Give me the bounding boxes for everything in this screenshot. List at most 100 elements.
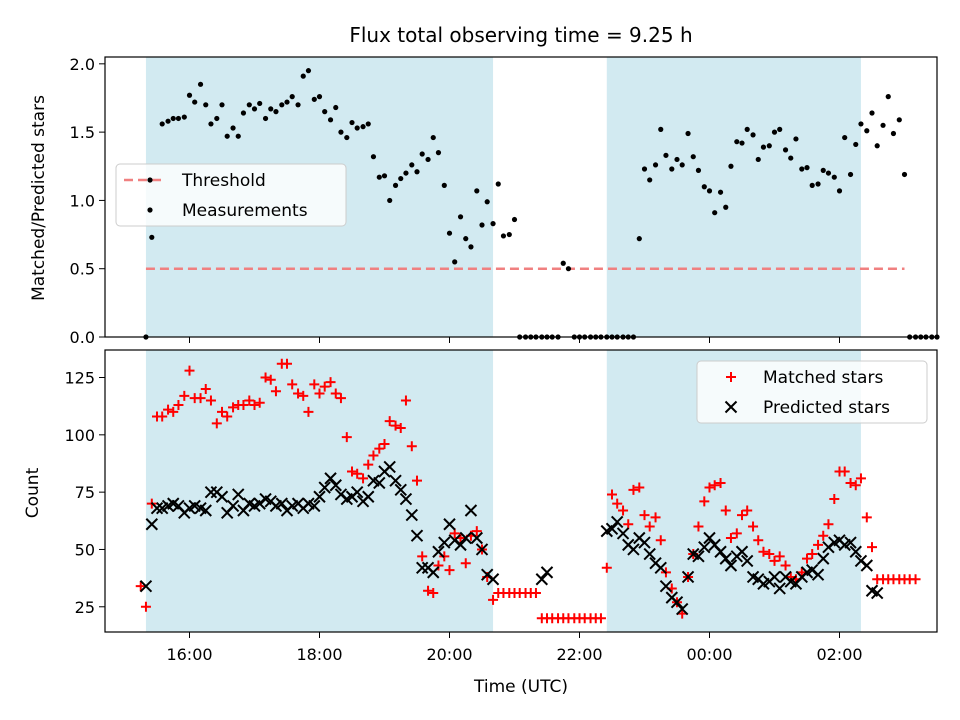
data-point — [706, 188, 713, 194]
legend-label: Predicted stars — [763, 398, 890, 418]
data-point — [309, 379, 320, 390]
data-point — [495, 181, 501, 187]
data-point — [452, 259, 458, 265]
data-point — [163, 404, 174, 415]
data-point — [410, 529, 424, 542]
data-point — [885, 94, 891, 100]
data-point — [692, 550, 705, 563]
legend-box — [696, 360, 928, 424]
y-tick-label: 1.0 — [70, 191, 95, 210]
x-tick-label: 20:00 — [426, 645, 472, 664]
data-point — [685, 130, 691, 137]
data-point — [714, 545, 727, 558]
top-axes: 0.0 0.5 1.0 1.5 2.0 Threshold Measurements — [70, 55, 940, 347]
data-point — [197, 81, 204, 87]
data-point — [601, 562, 612, 573]
data-point — [260, 372, 271, 383]
data-point — [347, 466, 357, 477]
data-point — [728, 163, 734, 169]
data-point — [744, 126, 750, 132]
data-point — [695, 167, 702, 173]
y-tick-label: 0.5 — [70, 260, 95, 279]
data-point — [257, 100, 263, 107]
data-point — [298, 390, 309, 401]
data-point — [847, 171, 854, 178]
data-point — [362, 490, 375, 503]
data-point — [149, 234, 155, 240]
data-point — [890, 130, 897, 137]
data-point — [628, 484, 639, 495]
data-point — [616, 527, 630, 540]
data-point — [818, 530, 829, 541]
data-point — [333, 104, 339, 111]
data-point — [140, 601, 151, 612]
data-point — [311, 96, 317, 102]
bottom-axes: 25 50 75 100 125 16:00 18:00 20:00 22:00 00:00 02:… — [64, 349, 938, 664]
data-point — [354, 125, 360, 131]
data-point — [740, 554, 754, 568]
data-point — [417, 551, 428, 562]
data-point — [262, 115, 269, 122]
data-point — [195, 393, 206, 404]
data-point — [769, 555, 780, 566]
data-point — [618, 505, 629, 516]
data-point — [370, 154, 377, 160]
data-point — [139, 579, 153, 593]
data-point — [184, 365, 195, 376]
data-point — [560, 260, 566, 266]
data-point — [750, 132, 756, 138]
data-point — [681, 570, 695, 584]
data-point — [390, 420, 401, 431]
data-point — [610, 515, 624, 529]
data-point — [383, 460, 396, 474]
data-point — [641, 166, 648, 172]
data-point — [295, 102, 301, 108]
data-point — [654, 561, 667, 575]
data-point — [238, 400, 249, 411]
data-point — [699, 496, 710, 507]
data-point — [203, 102, 209, 108]
data-point — [287, 379, 298, 390]
data-point — [659, 579, 673, 593]
data-point — [179, 390, 190, 401]
data-point — [643, 547, 656, 561]
data-point — [623, 519, 634, 530]
data-point — [774, 551, 785, 562]
data-point — [350, 485, 364, 499]
x-axis-label: Time (UTC) — [473, 677, 568, 697]
data-point — [329, 479, 342, 492]
data-point — [703, 531, 716, 545]
x-tick-label: 00:00 — [686, 645, 732, 664]
data-point — [719, 552, 732, 565]
data-point — [175, 115, 182, 122]
data-point — [244, 395, 255, 406]
data-point — [650, 512, 661, 523]
data-point — [409, 162, 415, 168]
data-point — [365, 121, 371, 127]
data-point — [771, 129, 778, 135]
data-point — [284, 99, 290, 105]
y-tick-label: 1.5 — [70, 123, 95, 142]
data-point — [173, 400, 184, 411]
data-point — [850, 480, 861, 491]
data-point — [438, 536, 451, 549]
data-point — [379, 439, 390, 449]
data-point — [820, 167, 826, 173]
data-point — [305, 68, 312, 74]
data-point — [289, 94, 295, 100]
data-point — [192, 99, 198, 105]
data-point — [815, 181, 821, 187]
data-point — [349, 119, 355, 126]
data-point — [735, 545, 749, 558]
data-point — [488, 594, 499, 605]
data-point — [430, 134, 436, 141]
data-point — [344, 134, 350, 141]
data-point — [720, 505, 731, 516]
data-point — [441, 182, 447, 188]
data-point — [896, 117, 902, 123]
x-tick-label: 16:00 — [166, 645, 212, 664]
data-point — [327, 117, 334, 123]
data-point — [804, 165, 810, 171]
data-point — [780, 560, 791, 571]
